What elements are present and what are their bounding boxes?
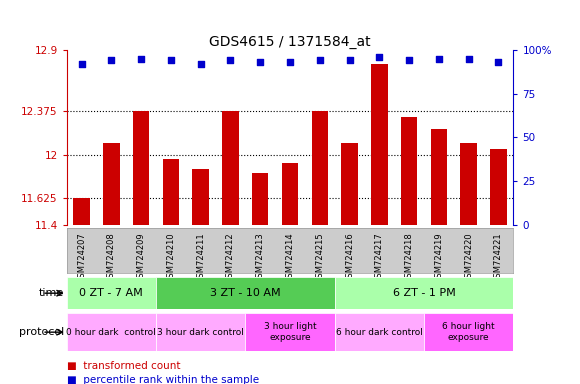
Text: GSM724221: GSM724221	[494, 232, 503, 283]
Point	[345, 57, 354, 63]
Text: GSM724217: GSM724217	[375, 232, 384, 283]
Bar	[163, 159, 179, 225]
Bar	[156, 277, 335, 309]
Bar	[342, 143, 358, 225]
Point	[77, 61, 86, 67]
Bar	[67, 313, 156, 351]
Bar	[311, 111, 328, 225]
Bar	[490, 149, 506, 225]
Text: GSM724210: GSM724210	[166, 232, 175, 283]
Bar	[74, 199, 90, 225]
Text: ■  transformed count: ■ transformed count	[67, 361, 180, 371]
Text: GSM724211: GSM724211	[196, 232, 205, 283]
Text: GSM724219: GSM724219	[434, 232, 443, 283]
Point	[494, 59, 503, 65]
Text: ■  percentile rank within the sample: ■ percentile rank within the sample	[67, 375, 259, 384]
Bar	[401, 118, 417, 225]
Point	[404, 57, 414, 63]
Text: 6 hour light
exposure: 6 hour light exposure	[443, 323, 495, 342]
Text: GSM724209: GSM724209	[137, 232, 146, 283]
Bar	[335, 313, 424, 351]
Text: GSM724207: GSM724207	[77, 232, 86, 283]
Text: GSM724220: GSM724220	[464, 232, 473, 283]
Text: GSM724216: GSM724216	[345, 232, 354, 283]
Point	[166, 57, 176, 63]
Title: GDS4615 / 1371584_at: GDS4615 / 1371584_at	[209, 35, 371, 49]
Point	[226, 57, 235, 63]
Bar	[424, 313, 513, 351]
Bar	[222, 111, 238, 225]
Text: protocol: protocol	[19, 327, 64, 337]
Bar	[335, 277, 513, 309]
Text: GSM724218: GSM724218	[405, 232, 414, 283]
Text: GSM724215: GSM724215	[316, 232, 324, 283]
Text: time: time	[38, 288, 64, 298]
Bar	[245, 313, 335, 351]
Bar	[133, 111, 149, 225]
Bar	[461, 143, 477, 225]
Bar	[103, 143, 119, 225]
Text: 3 ZT - 10 AM: 3 ZT - 10 AM	[210, 288, 281, 298]
Point	[256, 59, 265, 65]
Bar	[193, 169, 209, 225]
Bar	[252, 174, 269, 225]
Text: 0 ZT - 7 AM: 0 ZT - 7 AM	[79, 288, 143, 298]
Point	[136, 56, 146, 62]
Point	[196, 61, 205, 67]
Point	[434, 56, 444, 62]
Text: GSM724213: GSM724213	[256, 232, 264, 283]
Bar	[67, 277, 156, 309]
Bar	[282, 163, 298, 225]
Text: 3 hour dark control: 3 hour dark control	[157, 328, 244, 337]
Point	[285, 59, 295, 65]
Text: 6 hour dark control: 6 hour dark control	[336, 328, 423, 337]
Text: GSM724212: GSM724212	[226, 232, 235, 283]
Text: GSM724214: GSM724214	[285, 232, 295, 283]
Point	[464, 56, 473, 62]
Bar	[431, 129, 447, 225]
Bar	[156, 313, 245, 351]
Point	[315, 57, 324, 63]
Point	[375, 54, 384, 60]
Text: 6 ZT - 1 PM: 6 ZT - 1 PM	[393, 288, 455, 298]
Bar	[371, 64, 387, 225]
Text: GSM724208: GSM724208	[107, 232, 116, 283]
Text: 0 hour dark  control: 0 hour dark control	[67, 328, 156, 337]
Point	[107, 57, 116, 63]
Text: 3 hour light
exposure: 3 hour light exposure	[264, 323, 316, 342]
